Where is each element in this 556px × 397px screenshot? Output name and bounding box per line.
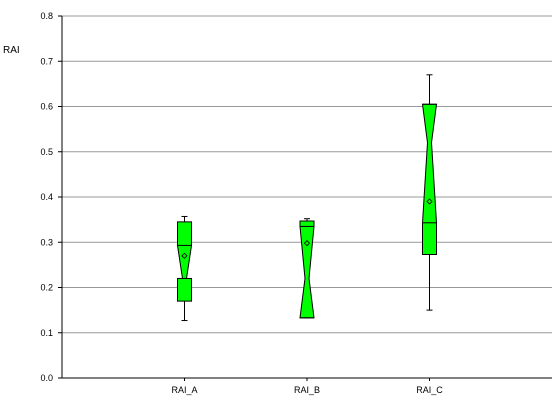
y-ticks: 0.0 0.1 0.2 0.3 0.4 0.5 0.6 0.7 0.8 <box>40 11 62 383</box>
x-tick-label: RAI_A <box>171 385 197 395</box>
mean-marker <box>303 240 311 247</box>
y-tick-label: 0.5 <box>40 147 53 157</box>
y-tick-label: 0.6 <box>40 102 53 112</box>
box-RAI_A <box>177 215 192 322</box>
x-tick-label: RAI_B <box>294 385 320 395</box>
x-tick-labels: RAI_A RAI_B RAI_C <box>171 378 443 395</box>
y-tick-label: 0.2 <box>40 283 53 293</box>
boxes <box>177 74 438 322</box>
y-tick-label: 0.1 <box>40 328 53 338</box>
box-body <box>299 220 315 319</box>
box-RAI_B <box>299 218 315 319</box>
y-tick-label: 0.8 <box>40 11 53 21</box>
y-tick-label: 0.0 <box>40 373 53 383</box>
box-body <box>421 103 438 255</box>
box-RAI_C <box>421 74 438 311</box>
x-tick-label: RAI_C <box>416 385 443 395</box>
y-tick-label: 0.4 <box>40 192 53 202</box>
y-tick-label: 0.3 <box>40 237 53 247</box>
mean-marker <box>426 198 433 205</box>
mean-marker <box>181 252 188 259</box>
y-tick-label: 0.7 <box>40 56 53 66</box>
box-body <box>177 221 192 302</box>
y-axis-label: RAI <box>3 45 20 56</box>
